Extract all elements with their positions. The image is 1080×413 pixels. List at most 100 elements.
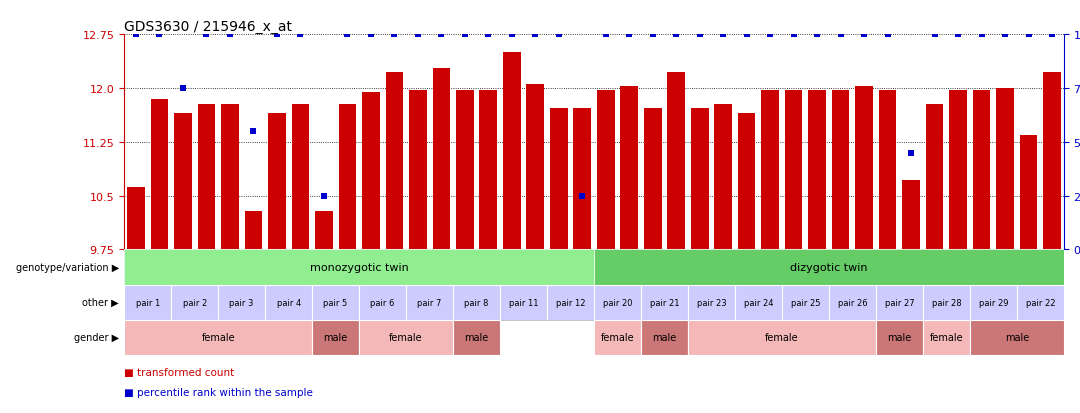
Point bbox=[315, 193, 333, 199]
Bar bbox=[1020, 135, 1038, 250]
Bar bbox=[970, 285, 1017, 320]
Text: pair 21: pair 21 bbox=[650, 298, 679, 307]
Point bbox=[926, 32, 943, 38]
Point bbox=[715, 32, 732, 38]
Bar bbox=[218, 285, 266, 320]
Bar bbox=[454, 285, 500, 320]
Text: pair 22: pair 22 bbox=[1026, 298, 1055, 307]
Text: GDS3630 / 215946_x_at: GDS3630 / 215946_x_at bbox=[124, 20, 293, 34]
Bar bbox=[124, 250, 594, 285]
Bar bbox=[926, 104, 944, 250]
Text: ■ transformed count: ■ transformed count bbox=[124, 367, 234, 377]
Bar bbox=[735, 285, 782, 320]
Bar bbox=[315, 212, 333, 250]
Text: pair 3: pair 3 bbox=[229, 298, 254, 307]
Bar bbox=[292, 104, 309, 250]
Bar bbox=[312, 320, 359, 355]
Text: female: female bbox=[930, 332, 963, 343]
Point bbox=[386, 32, 403, 38]
Point bbox=[855, 32, 873, 38]
Text: pair 24: pair 24 bbox=[744, 298, 773, 307]
Point bbox=[221, 32, 239, 38]
Text: pair 6: pair 6 bbox=[370, 298, 395, 307]
Text: pair 23: pair 23 bbox=[697, 298, 726, 307]
Text: pair 27: pair 27 bbox=[885, 298, 914, 307]
Bar bbox=[1043, 73, 1061, 250]
Bar bbox=[902, 180, 920, 250]
Point bbox=[785, 32, 802, 38]
Bar bbox=[642, 285, 688, 320]
Bar bbox=[550, 109, 568, 250]
Text: male: male bbox=[464, 332, 488, 343]
Point bbox=[362, 32, 379, 38]
Point bbox=[527, 32, 544, 38]
Bar bbox=[573, 109, 591, 250]
Point bbox=[268, 32, 285, 38]
Point bbox=[409, 32, 427, 38]
Bar bbox=[782, 285, 829, 320]
Point bbox=[1043, 32, 1061, 38]
Text: other ▶: other ▶ bbox=[82, 297, 119, 308]
Bar bbox=[761, 91, 779, 250]
Bar bbox=[667, 73, 685, 250]
Bar bbox=[594, 250, 1064, 285]
Text: male: male bbox=[652, 332, 676, 343]
Point bbox=[973, 32, 990, 38]
Point bbox=[903, 150, 920, 157]
Text: male: male bbox=[1004, 332, 1029, 343]
Bar bbox=[855, 87, 873, 250]
Point bbox=[127, 32, 145, 38]
Bar bbox=[738, 114, 756, 250]
Bar bbox=[362, 93, 380, 250]
Bar bbox=[171, 285, 218, 320]
Text: female: female bbox=[765, 332, 799, 343]
Point bbox=[456, 32, 473, 38]
Text: male: male bbox=[324, 332, 348, 343]
Bar bbox=[949, 91, 967, 250]
Text: pair 25: pair 25 bbox=[791, 298, 820, 307]
Bar bbox=[526, 85, 544, 250]
Point bbox=[573, 193, 591, 199]
Bar bbox=[688, 285, 735, 320]
Point bbox=[292, 32, 309, 38]
Bar bbox=[594, 285, 642, 320]
Text: pair 4: pair 4 bbox=[276, 298, 300, 307]
Text: pair 20: pair 20 bbox=[603, 298, 632, 307]
Bar bbox=[124, 320, 312, 355]
Text: genotype/variation ▶: genotype/variation ▶ bbox=[15, 262, 119, 273]
Text: gender ▶: gender ▶ bbox=[73, 332, 119, 343]
Point bbox=[245, 128, 262, 135]
Bar bbox=[359, 285, 406, 320]
Bar bbox=[221, 104, 239, 250]
Bar bbox=[688, 320, 876, 355]
Bar bbox=[876, 285, 922, 320]
Bar bbox=[268, 114, 286, 250]
Text: pair 1: pair 1 bbox=[136, 298, 160, 307]
Text: pair 5: pair 5 bbox=[324, 298, 348, 307]
Bar bbox=[174, 114, 192, 250]
Text: pair 7: pair 7 bbox=[417, 298, 442, 307]
Point bbox=[949, 32, 967, 38]
Bar bbox=[970, 320, 1064, 355]
Text: pair 2: pair 2 bbox=[183, 298, 206, 307]
Bar bbox=[922, 320, 970, 355]
Point bbox=[832, 32, 849, 38]
Point bbox=[1020, 32, 1037, 38]
Bar bbox=[691, 109, 708, 250]
Bar bbox=[546, 285, 594, 320]
Bar bbox=[1017, 285, 1064, 320]
Bar bbox=[338, 104, 356, 250]
Point bbox=[151, 32, 168, 38]
Bar bbox=[642, 320, 688, 355]
Bar bbox=[127, 188, 145, 250]
Bar bbox=[456, 91, 474, 250]
Text: pair 26: pair 26 bbox=[838, 298, 867, 307]
Text: monozygotic twin: monozygotic twin bbox=[310, 262, 408, 273]
Bar bbox=[996, 89, 1014, 250]
Point bbox=[174, 85, 191, 92]
Text: ■ percentile rank within the sample: ■ percentile rank within the sample bbox=[124, 387, 313, 397]
Point bbox=[738, 32, 755, 38]
Bar bbox=[620, 87, 638, 250]
Bar bbox=[922, 285, 970, 320]
Bar bbox=[150, 100, 168, 250]
